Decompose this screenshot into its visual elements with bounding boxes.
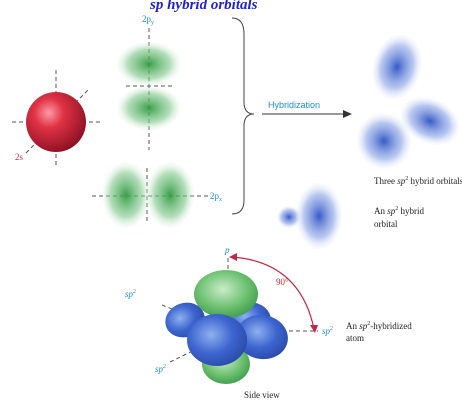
atom-sp2-lobe-right [236, 314, 288, 360]
py-lobe-top [117, 42, 181, 86]
sp2-lobe-upper [372, 34, 422, 100]
hybridization-arrow: Hybridization [262, 100, 352, 118]
py-orbital-label: 2py [142, 14, 154, 26]
angle-arc [231, 256, 315, 330]
sp2-right-label: sp2 [322, 326, 333, 336]
sp2-small-lobe [277, 206, 301, 228]
atom-caption-line1: An sp2-hybridized [346, 321, 412, 331]
three-sp2-caption: Three sp2 hybrid orbitals [374, 176, 462, 186]
angle-label: 90° [276, 277, 289, 287]
px-lobe-right [146, 162, 194, 228]
px-orbital-group: 2px [92, 162, 222, 228]
single-sp2-orbital: An sp2 hybrid orbital [277, 183, 425, 249]
single-sp2-caption-line2: orbital [374, 219, 398, 229]
atom-p-lobe-top [194, 270, 258, 318]
sp2-lobe-right [400, 97, 460, 145]
atom-caption-line2: atom [346, 333, 364, 343]
py-lobe-bottom [117, 86, 181, 130]
p-axis-label: p [224, 245, 230, 255]
side-view-label: Side view [244, 390, 280, 400]
hybridization-label: Hybridization [268, 100, 320, 110]
s-orbital-label: 2s [15, 152, 24, 162]
py-orbital-group: 2py [117, 14, 181, 150]
sp2-lower-label: sp2 [155, 364, 166, 374]
sp2-lobe-lower [356, 113, 412, 169]
atom-sp2-lobe-front [187, 314, 247, 366]
single-sp2-caption-line1: An sp2 hybrid [374, 206, 425, 216]
sp2-large-lobe [296, 183, 342, 249]
grouping-brace [231, 17, 255, 215]
sp2-left-label: sp2 [125, 289, 136, 299]
s-orbital-sphere [26, 92, 86, 152]
header-title: sp hybrid orbitals [149, 0, 258, 13]
three-sp2-orbitals: Three sp2 hybrid orbitals [356, 34, 462, 186]
px-orbital-label: 2px [210, 191, 222, 203]
px-lobe-left [102, 162, 150, 228]
s-orbital-group: 2s [12, 70, 100, 165]
sp2-atom-group: p 90° sp2 sp2 sp2 An sp2-hybridized atom… [125, 245, 412, 400]
